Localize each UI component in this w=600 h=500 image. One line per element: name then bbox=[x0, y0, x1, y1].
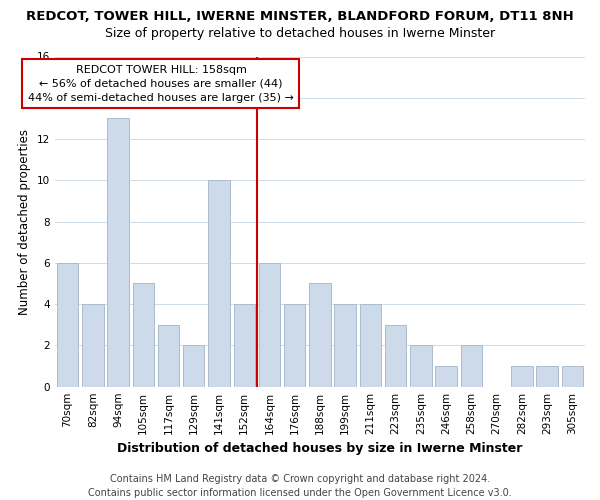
Text: REDCOT TOWER HILL: 158sqm
← 56% of detached houses are smaller (44)
44% of semi-: REDCOT TOWER HILL: 158sqm ← 56% of detac… bbox=[28, 65, 294, 103]
Bar bbox=[82, 304, 104, 386]
Bar bbox=[57, 263, 78, 386]
Bar bbox=[562, 366, 583, 386]
Bar bbox=[284, 304, 305, 386]
Bar bbox=[436, 366, 457, 386]
Text: Contains HM Land Registry data © Crown copyright and database right 2024.
Contai: Contains HM Land Registry data © Crown c… bbox=[88, 474, 512, 498]
Bar bbox=[309, 284, 331, 387]
Bar bbox=[259, 263, 280, 386]
Bar bbox=[233, 304, 255, 386]
Bar bbox=[334, 304, 356, 386]
Bar bbox=[511, 366, 533, 386]
Bar bbox=[536, 366, 558, 386]
X-axis label: Distribution of detached houses by size in Iwerne Minster: Distribution of detached houses by size … bbox=[117, 442, 523, 455]
Bar bbox=[385, 325, 406, 386]
Bar bbox=[208, 180, 230, 386]
Y-axis label: Number of detached properties: Number of detached properties bbox=[18, 128, 31, 314]
Text: Size of property relative to detached houses in Iwerne Minster: Size of property relative to detached ho… bbox=[105, 28, 495, 40]
Text: REDCOT, TOWER HILL, IWERNE MINSTER, BLANDFORD FORUM, DT11 8NH: REDCOT, TOWER HILL, IWERNE MINSTER, BLAN… bbox=[26, 10, 574, 23]
Bar bbox=[183, 346, 205, 387]
Bar bbox=[107, 118, 129, 386]
Bar bbox=[158, 325, 179, 386]
Bar bbox=[133, 284, 154, 387]
Bar bbox=[410, 346, 431, 387]
Bar bbox=[461, 346, 482, 387]
Bar bbox=[360, 304, 381, 386]
